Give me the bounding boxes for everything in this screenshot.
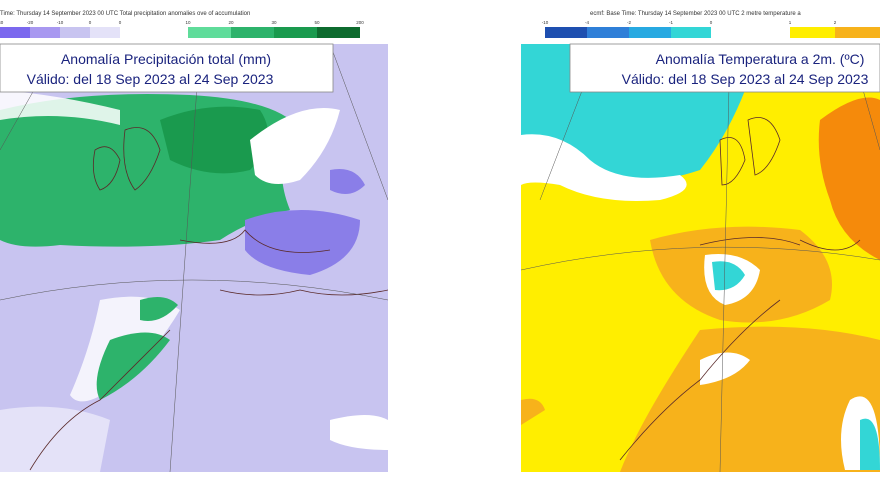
precipitation-map: [0, 44, 388, 472]
colorbar-label: 0: [119, 20, 122, 25]
title: Anomalía Precipitación total (mm): [61, 51, 271, 67]
colorbar-label: -20: [27, 20, 34, 25]
title-box: [569, 43, 880, 93]
temperature-map: [521, 44, 880, 472]
colorbar-label: 1: [789, 20, 792, 25]
colorbar-label: 0: [710, 20, 713, 25]
subtitle: Válido: del 18 Sep 2023 al 24 Sep 2023: [27, 71, 274, 87]
header: ecmf: Base Time: Thursday 14 September 2…: [590, 11, 801, 17]
colorbar: [545, 27, 880, 38]
colorbar-label: -4: [585, 20, 589, 25]
colorbar-label: 50: [314, 20, 320, 25]
colorbar-label: 0: [89, 20, 92, 25]
colorbar: [0, 27, 360, 38]
colorbar-label: -40: [0, 20, 4, 25]
colorbar-label: 30: [271, 20, 277, 25]
colorbar-label: 200: [356, 20, 364, 25]
title: Anomalía Temperatura a 2m. (ºC): [656, 51, 865, 67]
colorbar-label: -1: [669, 20, 673, 25]
subtitle: Válido: del 18 Sep 2023 al 24 Sep 2023: [622, 71, 869, 87]
header: Time: Thursday 14 September 2023 00 UTC …: [0, 11, 250, 17]
colorbar-label: -2: [627, 20, 631, 25]
title-box: [0, 43, 334, 93]
colorbar-label: -10: [542, 20, 549, 25]
colorbar-label: -10: [57, 20, 64, 25]
colorbar-label: 2: [834, 20, 837, 25]
colorbar-label: 10: [185, 20, 191, 25]
colorbar-label: 20: [228, 20, 234, 25]
